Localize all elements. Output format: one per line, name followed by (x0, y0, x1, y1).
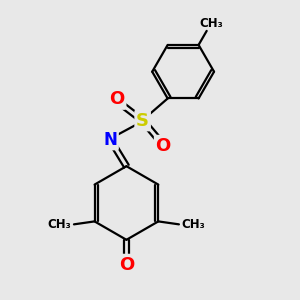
Text: S: S (136, 112, 149, 130)
Text: O: O (110, 90, 124, 108)
Text: O: O (156, 136, 171, 154)
Text: CH₃: CH₃ (48, 218, 72, 231)
Text: CH₃: CH₃ (199, 17, 223, 30)
Text: O: O (119, 256, 134, 274)
Text: N: N (103, 131, 117, 149)
Text: CH₃: CH₃ (181, 218, 205, 231)
